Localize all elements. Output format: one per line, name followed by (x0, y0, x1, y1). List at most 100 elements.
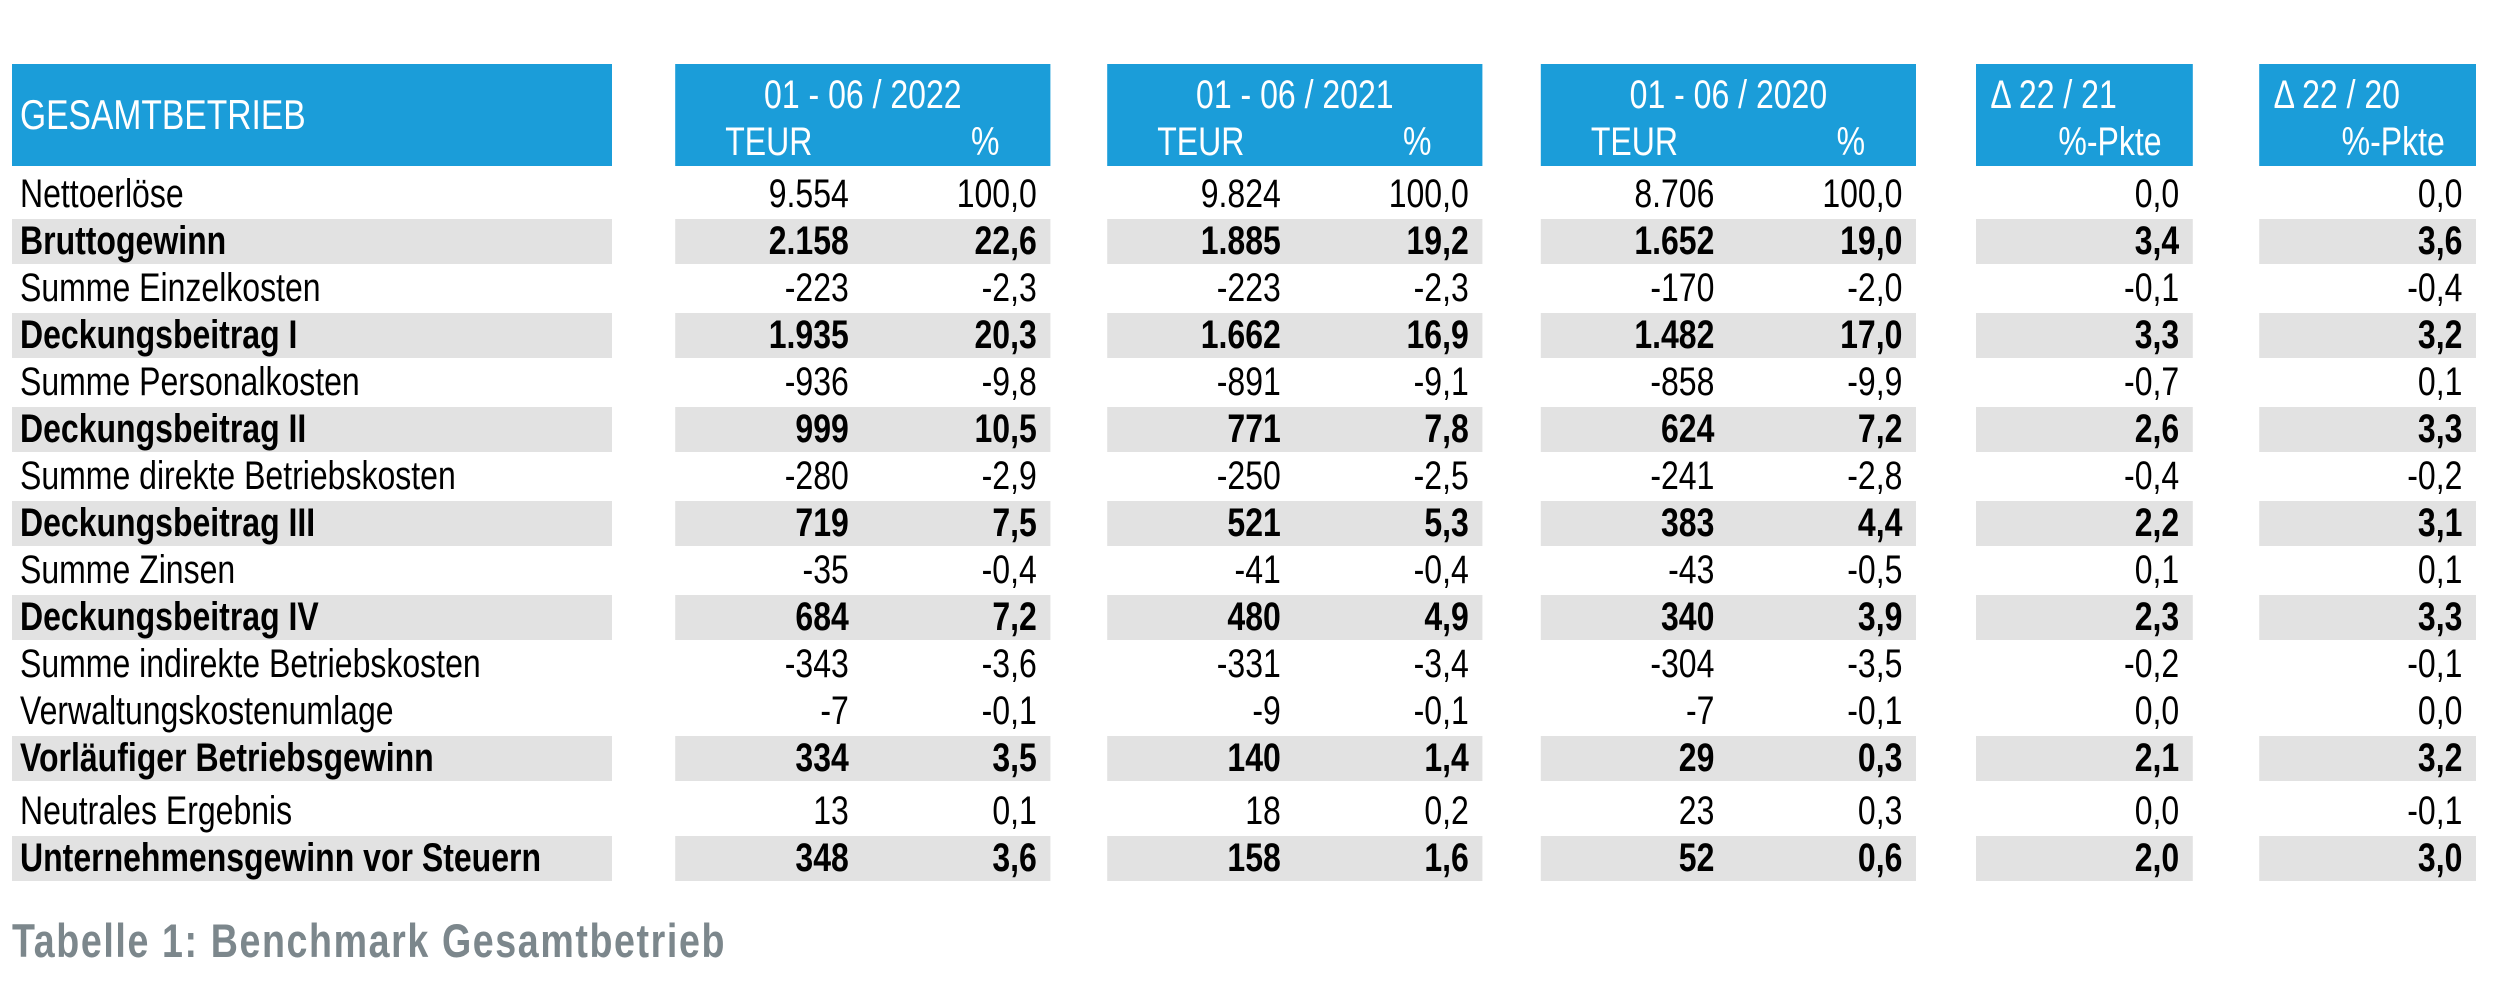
teur-value: -223 (1216, 266, 1281, 310)
table-row: Deckungsbeitrag II 999 10,5 771 7,8 624 7,2 2,6… (12, 407, 2476, 452)
teur-value: -304 (1650, 642, 1715, 686)
unit-pct-pkte-label: %-Pkte (2341, 120, 2445, 164)
percent-value: -0,1 (1413, 689, 1469, 733)
year-values-cell: -7 -0,1 (675, 689, 1050, 734)
unit-teur-label: TEUR (1157, 120, 1245, 164)
percent-value: 19,0 (1840, 219, 1903, 263)
percent-value: 0,6 (1857, 836, 1903, 880)
table-caption: Tabelle 1: Benchmark Gesamtbetrieb (12, 914, 727, 967)
table-row: Summe direkte Betriebskosten -280 -2,9 -250… (12, 454, 2476, 499)
year-values-cell: 1.652 19,0 (1540, 219, 1916, 264)
teur-value: 383 (1661, 501, 1715, 545)
row-label: Nettoerlöse (20, 172, 184, 216)
percent-value: -3,5 (1847, 642, 1903, 686)
column-header-delta-22-21: Δ 22 / 21 %-Pkte (1976, 64, 2193, 166)
row-label: Summe Einzelkosten (20, 266, 321, 310)
year-values-cell: -936 -9,8 (675, 360, 1050, 405)
year-values-cell: -891 -9,1 (1107, 360, 1482, 405)
percent-value: 0,2 (1424, 789, 1469, 833)
year-values-cell: -7 -0,1 (1541, 689, 1916, 734)
year-values-cell: -35 -0,4 (675, 548, 1050, 593)
table-row: Deckungsbeitrag I 1.935 20,3 1.662 16,9 1.482… (12, 313, 2476, 358)
teur-value: -41 (1234, 548, 1281, 592)
percent-value: 0,3 (1857, 736, 1903, 780)
year-values-cell: 18 0,2 (1107, 789, 1482, 834)
year-values-cell: 2.158 22,6 (675, 219, 1051, 264)
percent-value: -0,1 (981, 689, 1037, 733)
year-values-cell: -223 -2,3 (675, 266, 1050, 311)
table-header-row: GESAMTBETRIEB 01 - 06 / 2022 TEUR % 01 -… (12, 64, 2476, 166)
year-values-cell: -343 -3,6 (675, 642, 1050, 687)
delta-value: -0,2 (2124, 642, 2180, 686)
percent-value: -0,5 (1847, 548, 1903, 592)
delta-value: 2,1 (1976, 736, 2193, 781)
table-row: Bruttogewinn 2.158 22,6 1.885 19,2 1.652 19,0 3… (12, 219, 2476, 264)
row-label: Summe Zinsen (20, 548, 236, 592)
percent-value: 3,5 (992, 736, 1037, 780)
delta-value: 3,2 (2259, 313, 2476, 358)
year-values-cell: 383 4,4 (1540, 501, 1916, 546)
row-label: Neutrales Ergebnis (20, 789, 293, 833)
percent-value: -2,9 (981, 454, 1037, 498)
teur-value: 480 (1227, 595, 1281, 639)
teur-value: 1.935 (768, 313, 849, 357)
table-row: Summe Einzelkosten -223 -2,3 -223 -2,3 -170 -2… (12, 266, 2476, 311)
teur-value: -35 (802, 548, 849, 592)
percent-value: -3,6 (981, 642, 1037, 686)
year-values-cell: 348 3,6 (675, 836, 1051, 881)
teur-value: 1.482 (1634, 313, 1715, 357)
table-row: Summe Zinsen -35 -0,4 -41 -0,4 -43 -0,5 0,1 0,1 (12, 548, 2476, 593)
period-label: 01 - 06 / 2022 (764, 73, 962, 117)
delta-value: 3,0 (2259, 836, 2476, 881)
delta-value: 3,3 (1976, 313, 2193, 358)
row-label: Deckungsbeitrag III (12, 501, 612, 546)
year-values-cell: 9.824 100,0 (1107, 172, 1482, 217)
unit-percent-label: % (1402, 120, 1432, 164)
row-label: Deckungsbeitrag I (12, 313, 612, 358)
column-header-2021: 01 - 06 / 2021 TEUR % (1107, 64, 1483, 166)
teur-value: 1.885 (1200, 219, 1281, 263)
year-values-cell: -250 -2,5 (1107, 454, 1482, 499)
row-label: Unternehmensgewinn vor Steuern (12, 836, 612, 881)
year-values-cell: 719 7,5 (675, 501, 1051, 546)
teur-value: -936 (784, 360, 849, 404)
percent-value: 1,6 (1424, 836, 1469, 880)
delta-value: -0,2 (2407, 454, 2463, 498)
percent-value: -2,3 (1413, 266, 1469, 310)
delta-value: -0,1 (2407, 789, 2463, 833)
teur-value: 8.706 (1634, 172, 1715, 216)
teur-value: 158 (1227, 836, 1281, 880)
teur-value: 771 (1227, 407, 1281, 451)
table-row: Verwaltungskostenumlage -7 -0,1 -9 -0,1 -7 -0,… (12, 689, 2476, 734)
teur-value: 13 (813, 789, 849, 833)
delta-value: 2,2 (1976, 501, 2193, 546)
teur-value: 334 (795, 736, 849, 780)
delta-value: 0,1 (2134, 548, 2180, 592)
unit-percent-label: % (1836, 120, 1866, 164)
year-values-cell: 9.554 100,0 (675, 172, 1050, 217)
percent-value: 4,4 (1857, 501, 1903, 545)
teur-value: -250 (1216, 454, 1281, 498)
percent-value: -0,4 (1413, 548, 1469, 592)
teur-value: 624 (1661, 407, 1715, 451)
percent-value: -2,0 (1847, 266, 1903, 310)
teur-value: 521 (1227, 501, 1281, 545)
delta-value: 3,2 (2259, 736, 2476, 781)
row-label: Deckungsbeitrag II (12, 407, 612, 452)
row-label: Vorläufiger Betriebsgewinn (12, 736, 612, 781)
year-values-cell: 52 0,6 (1540, 836, 1916, 881)
percent-value: 22,6 (974, 219, 1037, 263)
percent-value: 3,6 (992, 836, 1037, 880)
delta-value: -0,4 (2124, 454, 2180, 498)
percent-value: 4,9 (1424, 595, 1469, 639)
percent-value: 7,2 (992, 595, 1037, 639)
percent-value: 0,1 (992, 789, 1037, 833)
year-values-cell: -280 -2,9 (675, 454, 1050, 499)
percent-value: 100,0 (1388, 172, 1469, 216)
delta-value: -0,4 (2407, 266, 2463, 310)
teur-value: -241 (1650, 454, 1715, 498)
percent-value: -0,1 (1847, 689, 1903, 733)
percent-value: 7,5 (992, 501, 1037, 545)
table-row: Deckungsbeitrag IV 684 7,2 480 4,9 340 3,9 2,3 3… (12, 595, 2476, 640)
teur-value: 2.158 (768, 219, 849, 263)
